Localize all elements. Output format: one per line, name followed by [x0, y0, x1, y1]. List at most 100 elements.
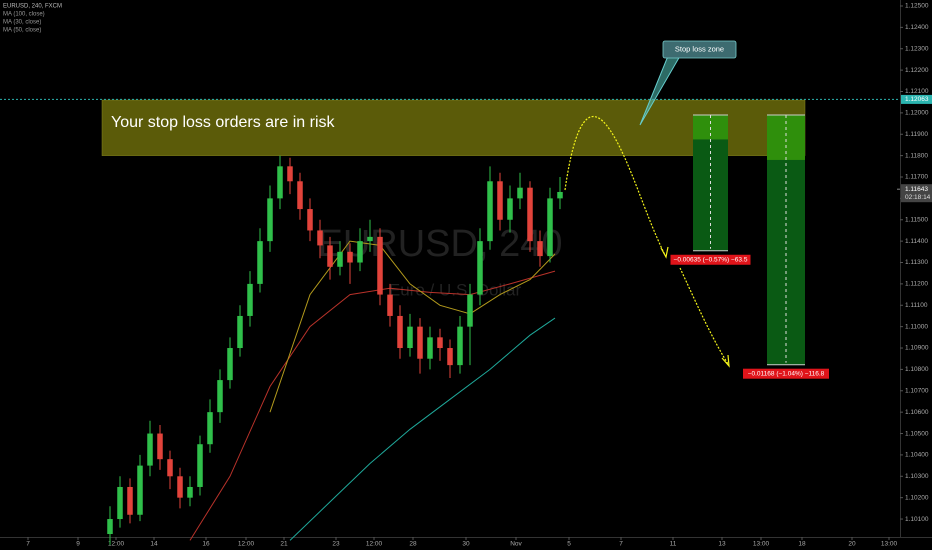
candle-body [447, 348, 453, 366]
y-tick-label: 1.11100 [905, 302, 928, 309]
candle-body [237, 315, 243, 349]
arrow [564, 116, 666, 256]
candle-body [407, 326, 413, 349]
callout-text: Stop loss zone [675, 44, 724, 53]
candle-body [387, 294, 393, 316]
candle-body [207, 412, 213, 445]
x-tick-label: 12:00 [108, 541, 125, 548]
candle-body [177, 476, 183, 498]
candle-body [287, 166, 293, 182]
x-tick-label: 12:00 [238, 541, 255, 548]
level-badge [901, 94, 932, 104]
last-price-badge [901, 184, 932, 203]
last-price-label: 1.11643 [905, 186, 928, 193]
candle-body [527, 187, 533, 242]
candle-body [147, 433, 153, 466]
y-tick-label: 1.10500 [905, 430, 929, 437]
candle-body [107, 519, 113, 535]
candle-body [157, 433, 163, 460]
indicator-label: MA (50, close) [3, 28, 41, 34]
y-tick-label: 1.12400 [905, 24, 929, 31]
candle-body [457, 326, 463, 366]
y-tick-label: 1.12100 [905, 88, 929, 95]
countdown-label: 02:18:14 [905, 194, 931, 201]
arrow-head [660, 246, 669, 259]
candle-body [497, 181, 503, 220]
candle-body [487, 181, 493, 242]
legend: EURUSD, 240, FXCM MA (100, close) MA (30… [3, 4, 62, 34]
y-tick-label: 1.11000 [905, 323, 928, 330]
candle-body [167, 459, 173, 477]
candle-body [307, 209, 313, 231]
candle-body [377, 236, 383, 295]
candle-body [437, 337, 443, 349]
x-tick-label: 5 [567, 541, 571, 548]
y-tick-label: 1.12500 [905, 3, 929, 10]
candle-body [557, 191, 563, 199]
watermark: EURUSD, 240 [318, 223, 563, 265]
x-tick-label: 30 [462, 541, 470, 548]
y-tick-label: 1.10200 [905, 494, 929, 501]
y-tick-label: 1.12300 [905, 45, 929, 52]
candle-body [267, 198, 273, 242]
y-tick-label: 1.10400 [905, 452, 929, 459]
stop-zone [101, 99, 806, 156]
y-tick-label: 1.11900 [905, 131, 928, 138]
y-tick-label: 1.10700 [905, 387, 929, 394]
x-tick-label: 28 [409, 541, 417, 548]
y-tick-label: 1.10900 [905, 345, 929, 352]
callout-box [662, 40, 737, 59]
y-tick-label: 1.10100 [905, 516, 929, 523]
x-tick-label: 13:00 [881, 541, 898, 548]
x-tick-label: 7 [26, 541, 30, 548]
x-tick-label: 13 [718, 541, 726, 548]
y-tick-label: 1.10300 [905, 473, 929, 480]
candle-body [117, 486, 123, 520]
candle-body [297, 181, 303, 210]
position-label: −0.01168 (−1.04%) −116.8 [748, 370, 825, 377]
candle-body [187, 486, 193, 498]
candle-body [127, 486, 133, 515]
watermark-sub: Euro / U.S. Dollar [389, 280, 522, 299]
arrow-head [721, 354, 730, 368]
stop-zone-text: Your stop loss orders are in risk [111, 114, 336, 131]
candle-body [337, 251, 343, 267]
candle-body [477, 241, 483, 295]
y-tick-label: 1.11700 [905, 174, 928, 181]
y-tick-label: 1.12000 [905, 110, 929, 117]
candle-body [547, 198, 553, 257]
x-tick-label: 18 [798, 541, 806, 548]
candle-body [517, 187, 523, 199]
candle-body [227, 348, 233, 381]
candle-body [427, 337, 433, 359]
moving-average [289, 317, 556, 541]
y-tick-label: 1.10800 [905, 366, 929, 373]
candle-body [537, 241, 543, 257]
x-tick-label: 23 [332, 541, 340, 548]
y-tick-label: 1.11800 [905, 152, 928, 159]
x-tick-label: 20 [848, 541, 856, 548]
x-tick-label: 21 [280, 541, 288, 548]
candle-body [277, 166, 283, 199]
y-tick-label: 1.11200 [905, 281, 928, 288]
x-tick-label: 13:00 [753, 541, 770, 548]
x-tick-label: Nov [510, 541, 522, 548]
candle-body [247, 283, 253, 316]
candle-body [367, 236, 373, 242]
y-tick-label: 1.10600 [905, 409, 929, 416]
x-tick-label: 14 [150, 541, 158, 548]
y-tick-label: 1.11300 [905, 259, 928, 266]
y-tick-label: 1.12200 [905, 67, 929, 74]
candle-body [317, 230, 323, 246]
candle-body [397, 315, 403, 349]
x-tick-label: 12:00 [366, 541, 383, 548]
candle-body [357, 241, 363, 263]
candle-body [417, 326, 423, 359]
candle-body [257, 241, 263, 284]
x-tick-label: 16 [202, 541, 210, 548]
x-tick-label: 11 [670, 541, 677, 548]
candle-body [137, 465, 143, 515]
candle-body [327, 245, 333, 267]
candle-body [217, 380, 223, 413]
